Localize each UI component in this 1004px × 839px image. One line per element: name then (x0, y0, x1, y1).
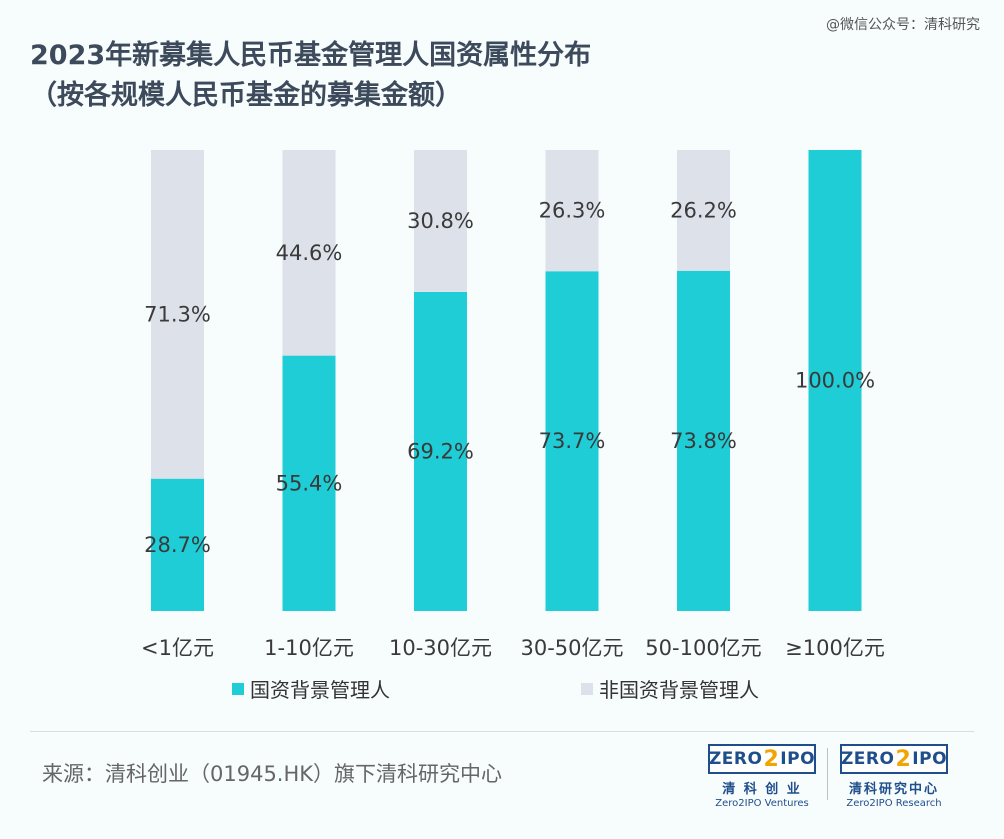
data-label-state-5: 100.0% (795, 369, 875, 393)
chart-title-line2: （按各规模人民币基金的募集金额） (30, 80, 462, 111)
bar-nonstate-4 (677, 150, 730, 271)
legend-swatch-state (232, 682, 244, 695)
data-label-nonstate-3: 26.3% (539, 199, 606, 223)
legend-item-state: 国资背景管理人 (232, 674, 390, 703)
bar-state-4 (677, 270, 730, 611)
source-note: 来源：清科创业（01945.HK）旗下清科研究中心 (42, 762, 503, 786)
bar-state-5 (808, 150, 862, 611)
chart-title-line1: 2023年新募集人民币基金管理人国资属性分布 (30, 40, 592, 71)
data-label-nonstate-0: 71.3% (144, 302, 211, 326)
legend: 国资背景管理人 非国资背景管理人 (0, 674, 1004, 704)
bar-state-3 (545, 271, 599, 611)
data-label-state-2: 69.2% (407, 439, 474, 463)
data-label-nonstate-4: 26.2% (670, 198, 737, 222)
legend-label-nonstate: 非国资背景管理人 (599, 678, 759, 702)
logo-left-two: 2 (763, 746, 780, 772)
logo-left-zero: ZERO (708, 749, 763, 769)
x-tick-label-0: <1亿元 (141, 636, 214, 660)
bar-nonstate-3 (545, 150, 599, 272)
bar-nonstate-2 (414, 150, 467, 292)
stacked-bar-chart: 28.7% 71.3% <1亿元 55.4% 44.6% 1-10亿元 69.2% 30.8%… (141, 150, 885, 660)
bar-state-0 (151, 478, 204, 611)
logo-right-en: Zero2IPO Research (846, 798, 942, 809)
zero2ipo-ventures-logo: ZERO 2 IPO 清 科 创 业 Zero2IPO Ventures (708, 744, 816, 809)
x-tick-label-5: ≥100亿元 (785, 636, 885, 660)
x-tick-label-2: 10-30亿元 (389, 636, 492, 660)
bar-nonstate-1 (282, 150, 336, 356)
legend-label-state: 国资背景管理人 (250, 678, 390, 702)
bar-state-1 (282, 355, 336, 611)
legend-swatch-nonstate (581, 682, 593, 695)
data-label-state-1: 55.4% (276, 471, 343, 495)
data-label-nonstate-2: 30.8% (407, 209, 474, 233)
x-tick-label-4: 50-100亿元 (645, 636, 761, 660)
logo-left-en: Zero2IPO Ventures (715, 798, 809, 809)
data-label-state-4: 73.8% (670, 429, 737, 453)
x-tick-label-1: 1-10亿元 (264, 636, 354, 660)
zero2ipo-research-logo: ZERO 2 IPO 清科研究中心 Zero2IPO Research (840, 744, 948, 809)
data-label-state-0: 28.7% (144, 533, 211, 557)
bar-state-2 (414, 291, 467, 611)
logo-right-zero: ZERO (840, 749, 895, 769)
x-tick-label-3: 30-50亿元 (520, 636, 623, 660)
logo-right-two: 2 (895, 746, 912, 772)
data-label-state-3: 73.7% (539, 429, 606, 453)
watermark: @微信公众号：清科研究 (826, 17, 980, 33)
logo-separator (827, 748, 828, 800)
data-label-nonstate-1: 44.6% (276, 241, 343, 265)
logo-left-ipo: IPO (780, 749, 816, 769)
logo-right-ipo: IPO (912, 749, 948, 769)
bar-nonstate-0 (151, 150, 204, 479)
footer-divider (30, 731, 974, 732)
logo-left-cn: 清 科 创 业 (722, 782, 802, 797)
logo-right-cn: 清科研究中心 (848, 782, 939, 797)
chart-title: 2023年新募集人民币基金管理人国资属性分布 （按各规模人民币基金的募集金额） (30, 36, 591, 116)
legend-item-nonstate: 非国资背景管理人 (581, 674, 759, 703)
